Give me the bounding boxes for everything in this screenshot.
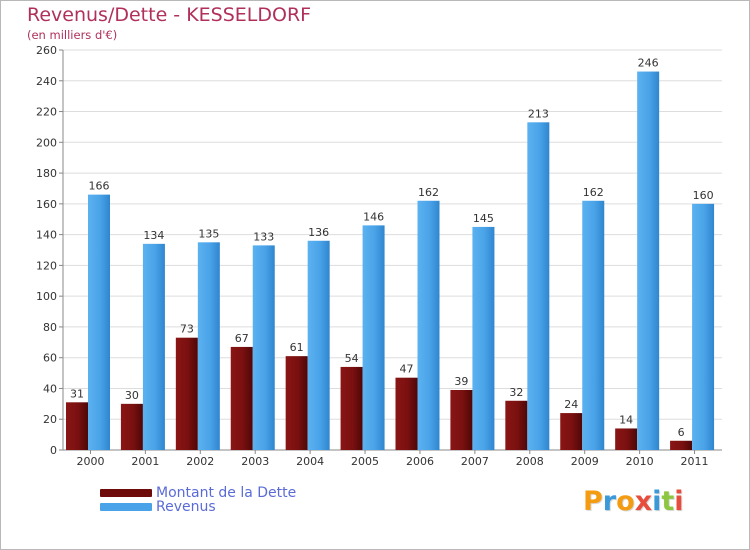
- y-tick-label: 260: [36, 44, 57, 57]
- data-label-revenus: 162: [583, 186, 604, 199]
- logo-letter: i: [652, 486, 662, 517]
- y-tick-label: 240: [36, 75, 57, 88]
- data-label-revenus: 146: [363, 210, 384, 223]
- data-label-dette: 54: [345, 352, 359, 365]
- data-label-revenus: 246: [638, 57, 659, 70]
- chart-subtitle: (en milliers d'€): [27, 28, 118, 42]
- logo-letter: t: [661, 486, 675, 517]
- logo-letter: i: [674, 486, 684, 517]
- bar-dette: [175, 337, 198, 450]
- data-label-revenus: 166: [89, 180, 110, 193]
- y-tick-label: 100: [36, 290, 57, 303]
- data-label-dette: 14: [619, 413, 633, 426]
- legend-label-revenus: Revenus: [156, 499, 216, 515]
- bar-revenus: [582, 200, 605, 450]
- bar-revenus: [362, 225, 385, 450]
- proxiti-logo: Proxiti: [583, 486, 684, 517]
- x-tick-label: 2002: [186, 455, 214, 468]
- data-label-revenus: 213: [528, 107, 549, 120]
- data-label-revenus: 135: [198, 227, 219, 240]
- bar-revenus: [527, 122, 550, 451]
- data-label-revenus: 134: [143, 229, 164, 242]
- plot-area: [63, 50, 722, 450]
- data-label-revenus: 133: [253, 230, 274, 243]
- bar-dette: [450, 390, 473, 450]
- bar-dette: [395, 377, 418, 450]
- y-tick-label: 140: [36, 229, 57, 242]
- bar-revenus: [637, 71, 660, 451]
- bar-dette: [120, 403, 143, 450]
- bar-dette: [285, 356, 308, 450]
- y-tick-label: 20: [43, 413, 57, 426]
- data-label-dette: 39: [454, 375, 468, 388]
- x-tick-label: 2000: [76, 455, 104, 468]
- x-tick-label: 2005: [351, 455, 379, 468]
- y-tick-label: 120: [36, 259, 57, 272]
- bar-revenus: [197, 242, 220, 450]
- y-tick-label: 40: [43, 382, 57, 395]
- data-label-dette: 32: [509, 386, 523, 399]
- x-tick-label: 2003: [241, 455, 269, 468]
- legend-swatch-dette: [100, 489, 152, 497]
- chart-title: Revenus/Dette - KESSELDORF: [27, 4, 312, 26]
- y-tick-label: 200: [36, 136, 57, 149]
- x-tick-label: 2008: [516, 455, 544, 468]
- x-tick-label: 2004: [296, 455, 324, 468]
- y-tick-label: 220: [36, 106, 57, 119]
- bar-revenus: [252, 245, 275, 450]
- data-label-revenus: 145: [473, 212, 494, 225]
- bar-revenus: [417, 200, 440, 450]
- bar-dette: [670, 440, 693, 450]
- logo-letter: o: [616, 486, 635, 517]
- data-label-dette: 47: [400, 363, 414, 376]
- x-tick-label: 2007: [461, 455, 489, 468]
- bar-dette: [340, 366, 363, 450]
- y-tick-label: 80: [43, 321, 57, 334]
- bar-revenus: [88, 194, 110, 450]
- data-label-revenus: 136: [308, 226, 329, 239]
- x-tick-label: 2001: [131, 455, 159, 468]
- data-label-dette: 6: [678, 426, 685, 439]
- logo-letter: P: [583, 486, 603, 517]
- legend-label-dette: Montant de la Dette: [156, 485, 297, 501]
- bar-revenus: [692, 203, 715, 450]
- logo-letter: r: [602, 486, 617, 517]
- data-label-revenus: 160: [693, 189, 714, 202]
- bar-revenus: [142, 243, 165, 450]
- x-tick-label: 2006: [406, 455, 434, 468]
- y-tick-label: 60: [43, 352, 57, 365]
- data-label-dette: 61: [290, 341, 304, 354]
- data-label-dette: 24: [564, 398, 578, 411]
- bar-dette: [66, 402, 88, 450]
- data-label-dette: 31: [70, 387, 84, 400]
- bar-revenus: [307, 240, 330, 450]
- bar-dette: [230, 346, 253, 450]
- y-tick-label: 160: [36, 198, 57, 211]
- data-label-dette: 30: [125, 389, 139, 402]
- y-tick-label: 180: [36, 167, 57, 180]
- data-label-dette: 67: [235, 332, 249, 345]
- x-tick-label: 2009: [571, 455, 599, 468]
- legend-swatch-revenus: [100, 503, 152, 511]
- data-label-revenus: 162: [418, 186, 439, 199]
- y-tick-label: 0: [50, 444, 57, 457]
- x-tick-label: 2011: [681, 455, 709, 468]
- bar-dette: [560, 413, 583, 450]
- bar-dette: [615, 428, 638, 450]
- x-tick-label: 2010: [626, 455, 654, 468]
- bar-revenus: [472, 226, 495, 450]
- data-label-dette: 73: [180, 323, 194, 336]
- bar-dette: [505, 400, 528, 450]
- logo-letter: x: [634, 486, 653, 517]
